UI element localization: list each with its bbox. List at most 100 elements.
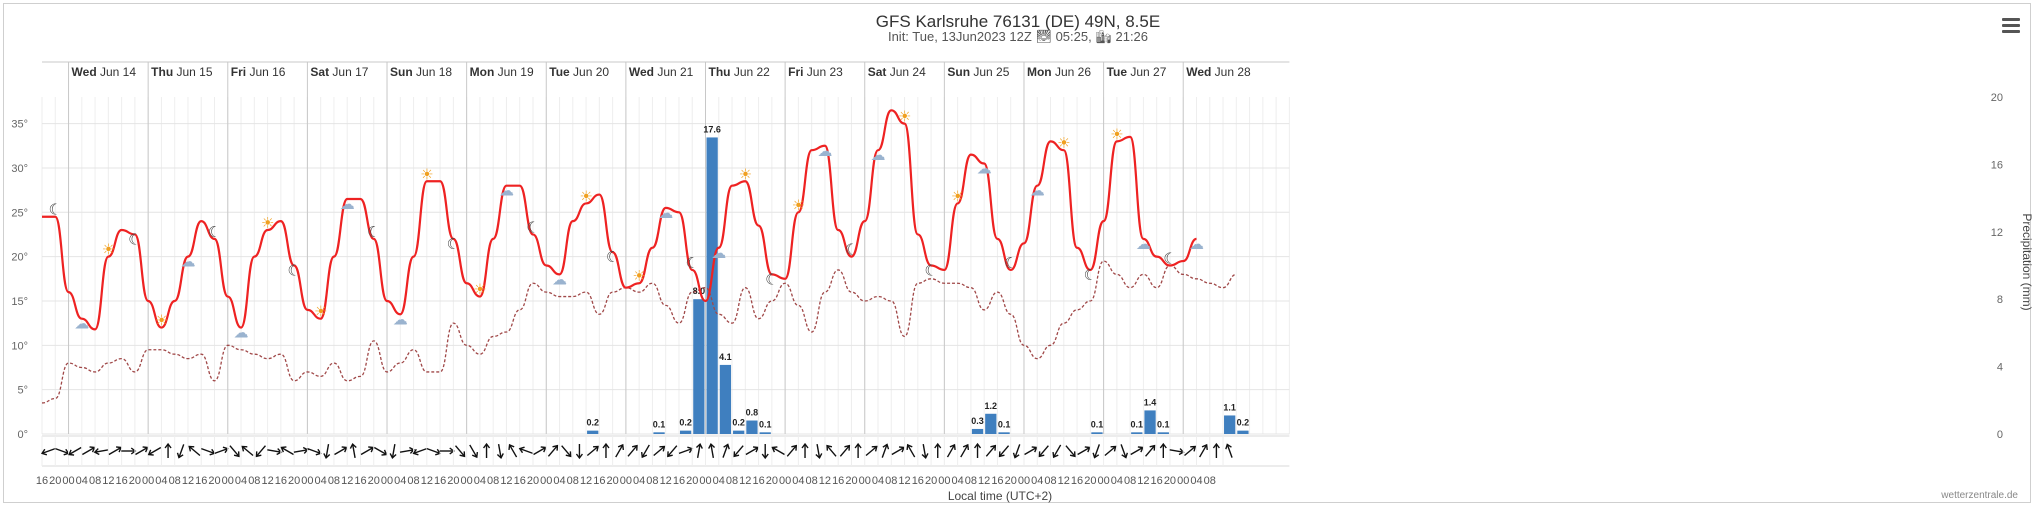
wind-arrow (1065, 445, 1076, 458)
moon-icon: ☾ (526, 219, 539, 236)
wind-arrow (960, 443, 970, 458)
y-right-tick-label: 4 (1997, 362, 2003, 374)
x-tick-label: 04 (235, 475, 247, 487)
precip-data-label: 1.4 (1144, 397, 1157, 407)
wind-arrow-shaft (678, 447, 693, 455)
wind-arrow (1077, 446, 1091, 456)
wind-arrow (360, 446, 375, 456)
wind-arrow-shaft (241, 445, 254, 457)
cloud-icon: ☁ (393, 311, 408, 328)
wind-arrow-shaft (667, 445, 678, 457)
wind-arrow-shaft (627, 445, 638, 457)
wind-arrow (1212, 442, 1220, 458)
wind-arrow-head (389, 453, 397, 460)
precip-data-label: 0.1 (759, 419, 772, 429)
y-left-tick-label: 10° (11, 340, 28, 352)
wind-arrow-shaft (586, 445, 599, 457)
cloud-icon: ☁ (1136, 236, 1151, 253)
y-left-tick-label: 15° (11, 296, 28, 308)
sun-icon: ☀ (314, 304, 327, 321)
wind-arrow-shaft (615, 444, 624, 458)
menu-icon[interactable] (2002, 18, 2020, 34)
y-right-tick-label: 16 (1991, 159, 2003, 171)
x-tick-label: 12 (102, 475, 114, 487)
wind-arrow-shaft (1104, 445, 1117, 457)
x-tick-label: 00 (938, 475, 950, 487)
precip-data-label: 0.1 (653, 419, 666, 429)
wind-arrow-head (575, 453, 583, 460)
y-left-tick-label: 5° (17, 385, 28, 397)
x-tick-label: 16 (752, 475, 764, 487)
wind-arrow (615, 443, 625, 458)
x-tick-label: 12 (819, 475, 831, 487)
wind-arrow-shaft (519, 447, 534, 455)
wind-arrow-shaft (946, 444, 956, 458)
wind-arrow (176, 444, 185, 459)
wind-arrow (1159, 442, 1167, 458)
wind-arrow-head (255, 451, 262, 458)
wind-arrow (1199, 443, 1208, 458)
wind-arrow-shaft (148, 446, 162, 456)
x-tick-label: 00 (62, 475, 74, 487)
wind-arrow-shaft (508, 444, 518, 458)
sun-icon: ☀ (1057, 135, 1070, 152)
wind-arrow-head (771, 446, 778, 453)
precip-data-label: 0.2 (679, 418, 692, 428)
wind-arrow (998, 445, 1010, 458)
x-tick-label: 08 (885, 475, 897, 487)
cloud-icon: ☁ (180, 254, 195, 271)
credit-text: wetterzentrale.de (1941, 490, 2018, 501)
precip-bar (971, 428, 984, 434)
wind-arrow-head (695, 442, 703, 449)
wind-arrow (280, 446, 294, 456)
precip-bar (1131, 432, 1143, 434)
wind-arrow (214, 446, 229, 455)
x-tick-label: 08 (487, 475, 499, 487)
precip-data-label: 4.1 (719, 352, 732, 362)
wind-arrow (906, 443, 916, 458)
y-right-tick-label: 20 (1991, 92, 2003, 104)
sunrise-icon: 🌅︎ (1035, 29, 1052, 44)
x-tick-label: 04 (1111, 475, 1123, 487)
wind-arrow-head (801, 442, 809, 449)
wind-arrow-head (998, 451, 1005, 458)
wind-arrow-shaft (1145, 445, 1156, 457)
cloud-icon: ☁ (871, 147, 886, 164)
cloud-icon: ☁ (817, 143, 832, 160)
wind-arrow-head (1225, 443, 1232, 450)
wind-arrow-shaft (68, 446, 82, 456)
wind-arrow-head (459, 451, 466, 458)
wind-arrow-shaft (41, 447, 56, 455)
x-tick-label: 16 (991, 475, 1003, 487)
x-tick-label: 16 (1151, 475, 1163, 487)
x-tick-label: 16 (593, 475, 605, 487)
wind-arrow-head (412, 448, 419, 456)
wind-arrow (412, 447, 428, 456)
wind-arrow-head (1012, 452, 1020, 459)
wind-arrow-head (142, 446, 149, 453)
x-tick-label: 04 (315, 475, 327, 487)
x-tick-label: 00 (540, 475, 552, 487)
x-tick-label: 04 (553, 475, 565, 487)
wind-arrow-head (341, 446, 348, 453)
x-tick-label: 04 (76, 475, 88, 487)
x-tick-label: 04 (952, 475, 964, 487)
wind-arrow-shaft (497, 443, 502, 459)
precip-bar (1237, 430, 1249, 434)
wind-arrow-head (1052, 452, 1059, 459)
wind-arrow-shaft (839, 445, 850, 457)
y-right-tick-label: 0 (1997, 429, 2003, 441)
wind-arrow-shaft (334, 446, 347, 456)
chart-subtitle: Init: Tue, 13Jun2023 12Z 🌅︎ 05:25, 🌇︎ 21… (887, 29, 1149, 44)
cloud-icon: ☁ (711, 245, 726, 262)
y-left-tick-label: 25° (11, 207, 28, 219)
wind-arrow-head (973, 442, 982, 449)
wind-arrow-shaft (745, 446, 759, 456)
wind-arrow (518, 446, 534, 455)
wind-arrow-head (1149, 444, 1156, 451)
y-left-tick-label: 30° (11, 163, 28, 175)
wind-arrow-head (1038, 451, 1045, 458)
moon-icon: ☾ (128, 231, 141, 248)
wind-arrow (678, 446, 694, 455)
x-tick-label: 20 (1084, 475, 1096, 487)
